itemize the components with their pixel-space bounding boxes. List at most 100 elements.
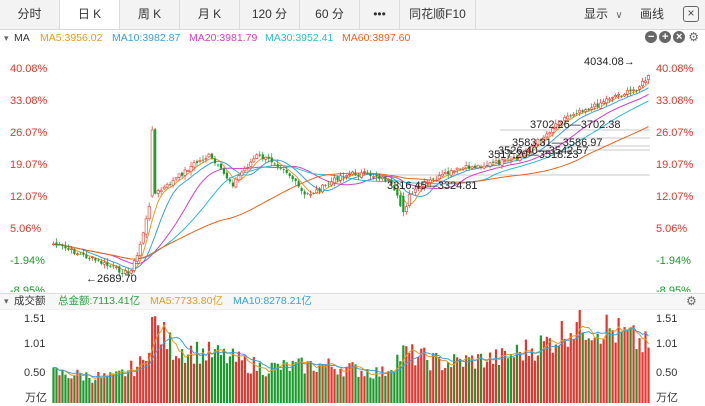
candle-body (440, 174, 444, 177)
volume-bar (124, 376, 127, 403)
volume-collapse-arrow[interactable]: ▾ (4, 296, 9, 306)
candle-body (536, 139, 540, 145)
candle-body (638, 86, 641, 90)
volume-bar (225, 363, 229, 403)
tab-f10[interactable]: 同花顺F10 (400, 0, 476, 29)
candle-body (596, 103, 599, 107)
volume-bar (405, 346, 408, 403)
tab-intraday[interactable]: 分时 (0, 0, 60, 29)
tab-60min[interactable]: 60 分 (300, 0, 360, 29)
volume-bar (447, 362, 450, 403)
price-chart[interactable]: 40.08% 33.08% 26.07% 19.07% 12.07% 5.06% -1.94… (0, 46, 705, 292)
candle-body (497, 159, 501, 165)
gear-icon[interactable]: ⚙ (688, 30, 699, 44)
volume-bar (533, 360, 536, 403)
volume-bar (629, 328, 632, 403)
volume-bar (219, 355, 223, 403)
candle-body (303, 191, 306, 195)
volume-bar (264, 376, 267, 403)
volume-bar (61, 369, 64, 403)
volume-bar (333, 369, 336, 403)
ma-collapse-arrow[interactable]: ▾ (4, 33, 9, 43)
candle-body (147, 206, 151, 220)
candle-body (121, 272, 124, 274)
candle-body (306, 193, 309, 195)
candle-body (258, 154, 261, 156)
display-menu[interactable]: 显示 ∨ (584, 0, 623, 29)
candle-body (141, 232, 145, 244)
candle-body (90, 256, 94, 259)
volume-bar (575, 322, 578, 403)
candle-body (530, 145, 534, 152)
candle-body (563, 117, 567, 121)
volume-bar (300, 357, 303, 403)
volume-bar (306, 361, 309, 403)
minus-icon[interactable]: − (645, 31, 658, 43)
volume-bar (563, 338, 566, 403)
volume-bar (106, 376, 109, 403)
tab-monthly-k[interactable]: 月 K (180, 0, 240, 29)
candle-body (210, 153, 214, 159)
volume-bar (396, 354, 399, 403)
tab-daily-k[interactable]: 日 K (60, 0, 120, 29)
volume-bar (602, 339, 605, 403)
volume-bar (309, 361, 312, 403)
volume-bar (470, 355, 474, 403)
volume-bar (408, 353, 411, 403)
draw-line-button[interactable]: 画线 (640, 7, 665, 21)
candle-body (509, 158, 513, 161)
gear-icon[interactable]: ⚙ (686, 294, 697, 308)
candle-body (494, 160, 498, 163)
volume-bar (644, 331, 647, 403)
volume-bar (342, 376, 345, 403)
volume-bar (647, 347, 650, 403)
candle-body (399, 195, 402, 207)
volume-bar (459, 358, 462, 403)
candle-body (632, 89, 635, 91)
candle-body (357, 174, 360, 176)
candle-body (572, 114, 576, 116)
volume-bar (626, 330, 629, 403)
more-tabs-button[interactable]: ••• (360, 0, 400, 29)
candle-body (402, 196, 405, 212)
plus-icon[interactable]: + (659, 31, 672, 43)
candle-body (114, 266, 118, 269)
volume-axis-left-label: 1.51 (24, 313, 45, 325)
volume-legend: ▾ 成交额 总金额:7113.41亿 MA5:7733.80亿 MA10:827… (0, 293, 705, 310)
volume-ma-line (53, 326, 649, 378)
volume-bar (192, 363, 196, 403)
tab-120min[interactable]: 120 分 (240, 0, 300, 29)
volume-bar (133, 376, 136, 403)
volume-chart[interactable]: 1.51 1.51 1.01 1.01 0.50 0.50 万亿 万亿 (0, 310, 705, 406)
volume-bar (177, 358, 181, 403)
candle-body (617, 94, 621, 96)
candle-body (231, 182, 234, 187)
close-icon[interactable]: × (683, 6, 699, 22)
candle-body (425, 181, 429, 184)
volume-bar (503, 350, 507, 403)
volume-bar (429, 370, 432, 403)
volume-bar (518, 351, 522, 403)
candle-body (485, 165, 489, 166)
volume-bar (79, 373, 82, 403)
candle-body (228, 179, 232, 182)
volume-bar (506, 358, 510, 403)
volume-bar (617, 318, 620, 403)
candle-body (590, 107, 594, 110)
volume-bar (109, 372, 112, 403)
price-axis-right-label: 33.08% (656, 95, 694, 107)
volume-bar (641, 352, 644, 403)
candle-body (428, 179, 432, 183)
candle-body (189, 165, 193, 173)
close-circle-icon[interactable]: × (673, 31, 686, 43)
volume-bar (166, 349, 169, 403)
volume-ma-line (53, 323, 649, 380)
candle-body (109, 265, 112, 267)
volume-ma5: MA5:7733.80亿 (150, 295, 223, 307)
tab-weekly-k[interactable]: 周 K (120, 0, 180, 29)
candle-body (461, 167, 465, 170)
volume-axis-right-label: 0.50 (656, 367, 677, 379)
candle-body (279, 167, 282, 169)
candle-body (102, 262, 106, 265)
candle-body (506, 158, 510, 160)
